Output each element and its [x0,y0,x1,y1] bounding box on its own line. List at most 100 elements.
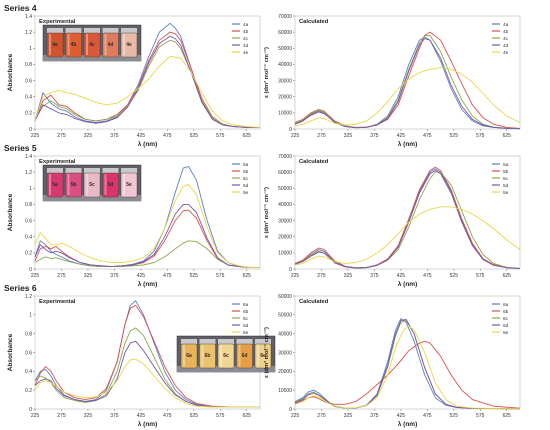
y-tick-label: 70000 [278,14,292,20]
legend-label-6b: 6b [503,309,509,315]
y-tick-label: 0 [289,267,292,273]
vial-label-4a: 4a [52,42,58,48]
vial-cap [218,339,234,344]
vial-label-5c: 5c [89,182,95,188]
x-tick-label: 325 [344,133,353,139]
y-tick-label: 40000 [278,331,292,337]
vial-highlight [183,345,185,366]
y-axis-label: ε (dm³ mol⁻¹ cm⁻¹) [263,187,270,238]
series-6-title: Series 6 [4,283,37,293]
vial-highlight [123,34,125,55]
legend-label-6c: 6c [243,316,249,322]
y-tick-label: 10000 [278,111,292,117]
plot-area [294,155,521,270]
panel-title: Experimental [39,299,76,305]
y-tick-label: 60000 [278,294,292,300]
x-tick-label: 625 [503,413,512,419]
y-tick-label: 1 [29,46,32,52]
x-tick-label: 575 [476,413,485,419]
series-line-4e [34,55,261,128]
x-tick-label: 225 [291,133,300,139]
y-tick-label: 50000 [278,46,292,52]
vial-highlight [86,174,88,195]
vial-highlight [257,345,259,366]
y-tick-label: 0 [29,127,32,133]
y-tick-label: 20000 [278,369,292,375]
vial-highlight [123,174,125,195]
vial-highlight [49,174,51,195]
legend-label-6a: 6a [503,302,509,308]
legend-label-5c: 5c [503,176,509,182]
vial-highlight [104,174,107,195]
vial-cap [236,339,253,344]
vial-6a [180,343,198,369]
vial-6b [199,343,216,369]
x-tick-label: 375 [370,133,379,139]
series-line-5c [34,240,260,268]
y-tick-label: 1 [29,186,32,192]
panel-title: Calculated [299,19,329,25]
y-tick-label: 0.6 [25,350,32,356]
legend-label-5c: 5c [243,176,249,182]
vial-photo: 5a 5b 5c 5d 5e [42,164,142,202]
y-tick-label: 20000 [278,235,292,241]
vial-cap [65,28,82,33]
series-line-5d [34,203,260,268]
series-line-6e [294,325,521,410]
x-tick-label: 225 [291,413,300,419]
x-tick-label: 525 [450,273,459,279]
y-tick-label: 0.8 [25,331,32,337]
vial-photo: 4a 4b 4c 4d 4e [42,24,142,62]
vial-label-5a: 5a [52,182,58,188]
y-tick-label: 0.6 [25,78,32,84]
y-tick-label: 0 [289,407,292,413]
legend-label-4c: 4c [243,36,249,42]
vial-6e [254,343,272,369]
vial-highlight [49,34,51,55]
x-tick-label: 325 [344,273,353,279]
series-line-4b [294,31,521,129]
series-line-4c [294,34,521,130]
series-line-6a [294,318,521,410]
x-tick-label: 275 [57,133,66,139]
legend-label-4b: 4b [503,29,509,35]
x-tick-label: 575 [216,413,225,419]
x-tick-label: 375 [370,273,379,279]
legend-label-6c: 6c [503,316,509,322]
legend-label-4d: 4d [503,43,509,49]
vial-cap [102,168,119,173]
x-tick-label: 375 [370,413,379,419]
y-tick-label: 1.2 [25,30,32,36]
x-tick-label: 475 [423,273,432,279]
x-tick-label: 325 [344,413,353,419]
vial-highlight [201,345,204,366]
x-tick-label: 475 [163,133,172,139]
vial-label-4c: 4c [89,42,95,48]
vial-photo-table [43,55,141,61]
series-line-6d [294,319,521,410]
vial-4b [65,32,82,58]
x-tick-label: 575 [476,133,485,139]
legend-label-5a: 5a [503,162,509,168]
y-axis-label: Absorbance [7,333,14,371]
x-tick-label: 475 [163,413,172,419]
vial-label-6d: 6d [242,353,248,359]
x-tick-label: 275 [57,273,66,279]
y-axis-label: Absorbance [7,193,14,231]
series-line-6e [34,358,260,408]
vial-highlight [220,345,222,366]
y-tick-label: 0.4 [25,235,32,241]
vial-cap [199,339,216,344]
y-tick-label: 0.4 [25,369,32,375]
series-line-5a [34,166,260,268]
x-tick-label: 625 [243,413,252,419]
y-tick-label: 40000 [278,202,292,208]
series-line-5e [294,206,521,266]
x-tick-label: 275 [57,413,66,419]
y-tick-label: 60000 [278,30,292,36]
x-tick-label: 625 [503,273,512,279]
series-line-4b [34,31,260,128]
x-tick-label: 325 [84,133,93,139]
y-tick-label: 1.4 [25,14,32,20]
x-axis-label: λ (nm) [398,420,418,428]
